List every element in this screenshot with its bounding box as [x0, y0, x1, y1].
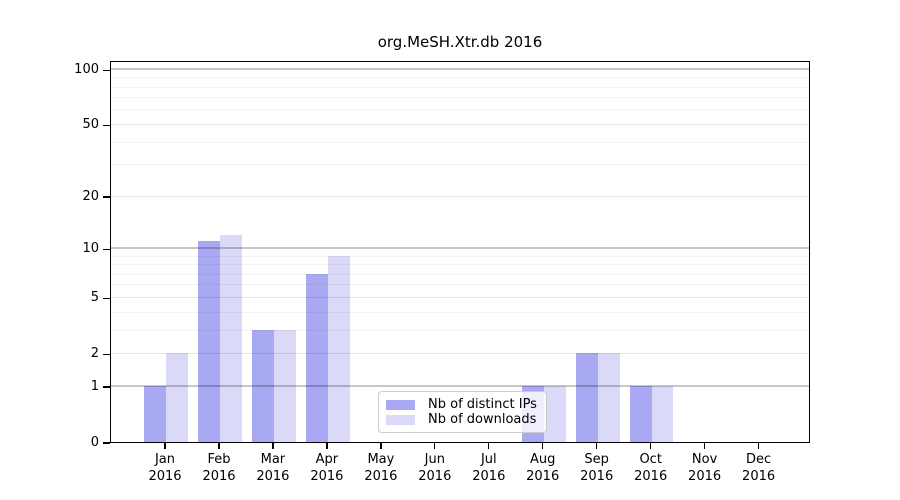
legend-label-distinct-ips: Nb of distinct IPs [428, 397, 537, 412]
bar-downloads-apr [327, 256, 350, 442]
gridline-80 [111, 86, 809, 88]
x-tick-oct [650, 443, 652, 449]
downloads-swatch [386, 414, 415, 425]
x-tick-label-oct: Oct 2016 [634, 452, 668, 484]
x-tick-label-may: May 2016 [364, 452, 398, 484]
x-tick-label-jun: Jun 2016 [418, 452, 452, 484]
bar-distinct-ips-mar [252, 330, 274, 442]
gridline-30 [111, 164, 809, 166]
x-tick-label-sep: Sep 2016 [580, 452, 614, 484]
gridline-60 [111, 109, 809, 111]
y-tick-5 [103, 297, 110, 299]
gridline-20 [111, 195, 809, 197]
y-tick-label-0: 0 [90, 435, 99, 450]
bar-downloads-mar [273, 330, 296, 442]
y-tick-label-50: 50 [82, 117, 99, 133]
x-tick-apr [326, 443, 328, 449]
y-tick-label-1: 1 [90, 379, 99, 394]
gridline-5 [111, 296, 809, 298]
y-tick-1 [103, 386, 110, 388]
bar-distinct-ips-oct [629, 386, 652, 442]
gridline-10 [111, 247, 809, 249]
gridline-8 [111, 264, 809, 265]
y-tick-20 [103, 196, 110, 198]
bar-downloads-sep [597, 353, 620, 442]
x-tick-nov [703, 443, 706, 449]
bar-downloads-feb [219, 234, 242, 442]
gridline-4 [111, 311, 809, 313]
bar-downloads-jan [166, 353, 188, 442]
x-tick-label-apr: Apr 2016 [310, 452, 344, 484]
legend: Nb of distinct IPs Nb of downloads [378, 391, 547, 433]
x-tick-dec [757, 443, 760, 449]
gridline-90 [111, 77, 809, 79]
y-tick-label-5: 5 [90, 290, 99, 306]
x-tick-label-aug: Aug 2016 [526, 452, 560, 484]
bar-downloads-aug [543, 386, 566, 442]
bar-distinct-ips-apr [306, 274, 328, 442]
gridline-70 [111, 97, 809, 99]
x-tick-label-jan: Jan 2016 [148, 452, 182, 484]
gridline-7 [111, 273, 809, 275]
y-tick-label-2: 2 [90, 346, 99, 362]
y-tick-0 [103, 442, 110, 444]
bar-distinct-ips-feb [198, 241, 220, 442]
bar-distinct-ips-sep [575, 353, 598, 442]
legend-label-downloads: Nb of downloads [428, 412, 537, 427]
bar-downloads-oct [651, 386, 674, 442]
gridline-1 [111, 385, 809, 387]
y-tick-label-100: 100 [74, 62, 99, 78]
y-tick-100 [103, 69, 110, 71]
gridline-50 [111, 123, 809, 125]
y-tick-label-10: 10 [82, 241, 99, 257]
x-tick-may [380, 443, 382, 449]
x-tick-feb [218, 443, 220, 449]
y-tick-2 [103, 353, 110, 355]
x-tick-label-feb: Feb 2016 [202, 452, 236, 484]
x-tick-mar [272, 443, 274, 449]
chart-title: org.MeSH.Xtr.db 2016 [377, 33, 543, 51]
x-tick-label-jul: Jul 2016 [472, 452, 506, 484]
x-tick-jun [434, 443, 436, 449]
plot-area [110, 61, 810, 443]
gridline-9 [111, 255, 809, 257]
gridline-40 [111, 141, 809, 143]
x-tick-label-nov: Nov 2016 [688, 452, 722, 484]
y-tick-label-20: 20 [82, 189, 99, 205]
x-tick-jan [164, 443, 166, 449]
distinct-ips-swatch [386, 399, 415, 410]
y-tick-10 [103, 248, 110, 250]
gridline-6 [111, 284, 809, 286]
x-tick-jul [488, 443, 490, 449]
x-tick-label-mar: Mar 2016 [256, 452, 290, 484]
bar-distinct-ips-jan [144, 386, 166, 442]
gridline-100 [111, 68, 809, 70]
y-tick-50 [103, 124, 110, 127]
legend-item-downloads: Nb of downloads [386, 412, 538, 427]
gridline-2 [111, 352, 809, 354]
x-tick-label-dec: Dec 2016 [742, 452, 776, 484]
legend-item-distinct-ips: Nb of distinct IPs [386, 397, 538, 412]
gridline-3 [111, 329, 809, 331]
x-tick-sep [596, 443, 598, 449]
x-tick-aug [542, 443, 544, 449]
